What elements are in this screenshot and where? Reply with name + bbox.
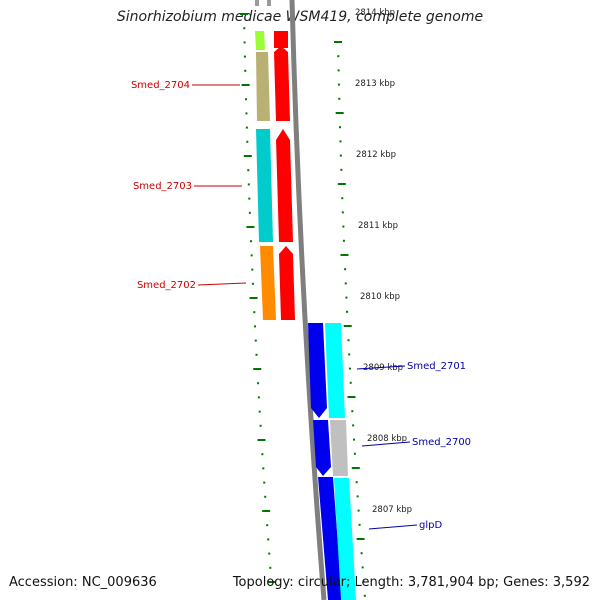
cds-arrow [274, 46, 290, 121]
cog-block-olive [256, 52, 270, 121]
tick-label: 2808 kbp [367, 434, 407, 444]
label-leader-line [356, 365, 406, 370]
forward-cds-track [308, 323, 342, 600]
gene-labels: Smed_2704 Smed_2703 Smed_2702 Smed_2701 … [131, 80, 471, 531]
forward-cog-track [325, 323, 356, 600]
cds-arrow [313, 420, 331, 476]
tick-label: 2811 kbp [358, 221, 398, 231]
cog-block-orange [260, 246, 276, 320]
gene-label-smed-2700: Smed_2700 [412, 437, 471, 448]
accession-label: Accession: [9, 575, 78, 590]
gene-label-smed-2703: Smed_2703 [133, 181, 192, 192]
cog-block-lime [255, 31, 265, 50]
label-leader-line [197, 282, 247, 286]
label-leader-line [368, 524, 418, 530]
cds-arrow [276, 129, 293, 242]
scale-labels: 2814 kbp 2813 kbp 2812 kbp 2811 kbp 2810… [355, 8, 412, 515]
backbone [255, 0, 327, 600]
tick-label: 2810 kbp [360, 292, 400, 302]
tick-label: 2807 kbp [372, 505, 412, 515]
summary-footer: Topology: circular; Length: 3,781,904 bp… [233, 575, 590, 590]
reverse-cog-track [255, 31, 276, 320]
topology-value: circular; [297, 575, 351, 590]
length-value: 3,781,904 bp; [407, 575, 500, 590]
cds-arrow [279, 246, 295, 320]
outer-tick-ring [334, 41, 366, 597]
cog-block-gray [330, 420, 348, 476]
tick-label: 2814 kbp [355, 8, 395, 18]
gene-label-smed-2702: Smed_2702 [137, 280, 196, 291]
label-leader-line [361, 441, 411, 447]
cds-arrow [274, 31, 288, 48]
tick-label: 2809 kbp [363, 363, 403, 373]
gene-label-smed-2704: Smed_2704 [131, 80, 190, 91]
topology-label: Topology: [232, 575, 294, 590]
genes-value: 3,592 [552, 575, 590, 590]
cog-block-cyan [256, 129, 273, 242]
backbone-line [289, 0, 327, 600]
backbone-inner-line [255, 0, 271, 6]
tick-label: 2812 kbp [356, 150, 396, 160]
tick-label: 2813 kbp [355, 79, 395, 89]
cog-block-cyan [334, 478, 356, 600]
inner-tick-ring [240, 13, 276, 583]
gene-label-smed-2701: Smed_2701 [407, 361, 466, 372]
length-label: Length: [354, 575, 404, 590]
cds-arrow [318, 477, 342, 600]
cog-block-cyan [325, 323, 345, 418]
reverse-cds-track [274, 31, 295, 320]
gene-label-glpd: glpD [419, 520, 442, 531]
accession-value: NC_009636 [81, 575, 157, 590]
accession-footer: Accession: NC_009636 [9, 575, 157, 590]
map-title: Sinorhizobium medicae WSM419, complete g… [116, 9, 484, 25]
cds-arrow [308, 323, 327, 418]
genes-label: Genes: [503, 575, 549, 590]
